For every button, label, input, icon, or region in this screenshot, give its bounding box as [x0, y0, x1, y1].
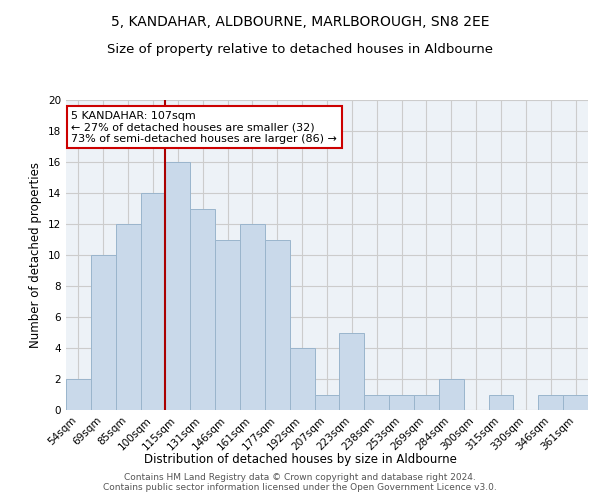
Bar [215, 240, 240, 410]
Bar [91, 255, 116, 410]
Bar [240, 224, 265, 410]
Bar [166, 162, 190, 410]
Text: Contains HM Land Registry data © Crown copyright and database right 2024.
Contai: Contains HM Land Registry data © Crown c… [103, 473, 497, 492]
Bar [66, 379, 91, 410]
Text: Distribution of detached houses by size in Aldbourne: Distribution of detached houses by size … [143, 452, 457, 466]
Y-axis label: Number of detached properties: Number of detached properties [29, 162, 43, 348]
Bar [364, 394, 389, 410]
Bar [340, 332, 364, 410]
Bar [414, 394, 439, 410]
Bar [265, 240, 290, 410]
Bar [140, 193, 166, 410]
Bar [314, 394, 340, 410]
Bar [538, 394, 563, 410]
Bar [563, 394, 588, 410]
Text: 5 KANDAHAR: 107sqm
← 27% of detached houses are smaller (32)
73% of semi-detache: 5 KANDAHAR: 107sqm ← 27% of detached hou… [71, 111, 337, 144]
Text: Size of property relative to detached houses in Aldbourne: Size of property relative to detached ho… [107, 42, 493, 56]
Bar [116, 224, 140, 410]
Bar [389, 394, 414, 410]
Bar [439, 379, 464, 410]
Bar [190, 208, 215, 410]
Bar [488, 394, 514, 410]
Bar [290, 348, 314, 410]
Text: 5, KANDAHAR, ALDBOURNE, MARLBOROUGH, SN8 2EE: 5, KANDAHAR, ALDBOURNE, MARLBOROUGH, SN8… [111, 15, 489, 29]
